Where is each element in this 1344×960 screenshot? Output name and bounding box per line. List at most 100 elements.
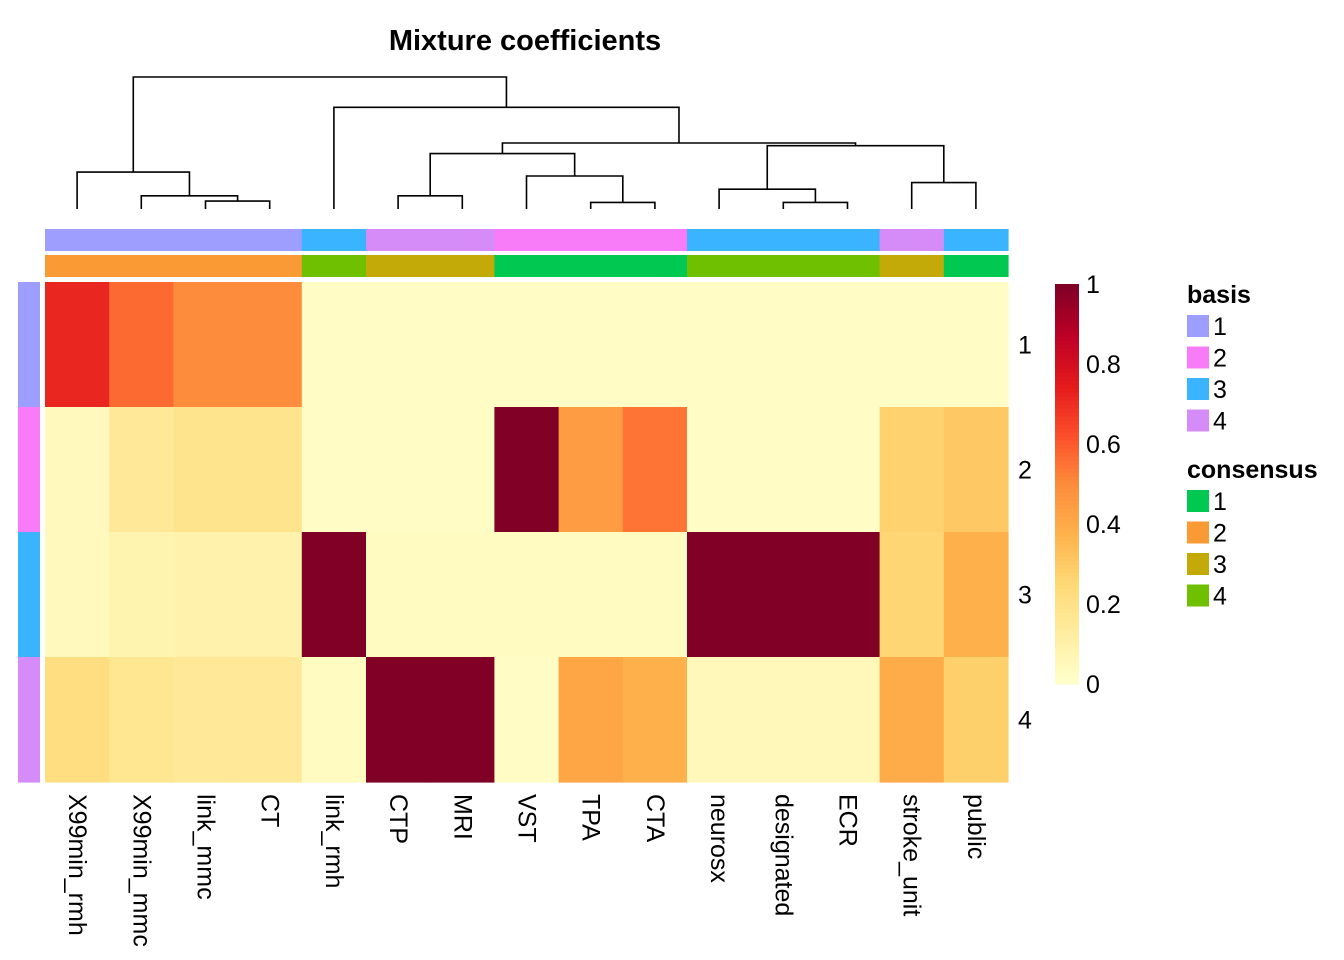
dendrogram-link — [501, 142, 857, 154]
row-label: 2 — [1018, 457, 1032, 485]
color-scale-step — [1055, 628, 1079, 633]
heatmap-cell — [173, 407, 239, 533]
heatmap-cell — [494, 282, 560, 408]
heatmap-cell — [687, 532, 752, 658]
color-scale-step — [1055, 608, 1079, 613]
column-label: CTP — [384, 794, 412, 844]
color-scale-step — [1055, 484, 1079, 489]
heatmap-cell — [173, 282, 239, 408]
row-annotation-basis — [18, 532, 40, 658]
heatmap-cell — [558, 282, 624, 408]
color-scale-step — [1055, 536, 1079, 541]
column-annotation-consensus — [173, 255, 239, 277]
column-annotation-consensus — [815, 255, 881, 277]
heatmap-cell — [558, 407, 624, 533]
heatmap-cell — [687, 407, 752, 533]
column-label: X99min_mmc — [127, 794, 155, 947]
column-annotation-consensus — [45, 255, 110, 277]
dendrogram-link — [525, 175, 624, 209]
column-dendrogram — [76, 76, 977, 209]
heatmap-cell — [301, 407, 367, 533]
column-label: stroke_unit — [898, 794, 926, 916]
legend-item-label: 2 — [1213, 345, 1227, 373]
column-label: CTA — [641, 794, 669, 842]
heatmap-cell — [622, 532, 688, 658]
color-scale-step — [1055, 504, 1079, 509]
color-scale-step — [1055, 384, 1079, 389]
color-scale-step — [1055, 348, 1079, 353]
column-annotation-consensus — [687, 255, 752, 277]
legend-swatch — [1187, 378, 1209, 400]
color-scale-step — [1055, 412, 1079, 417]
color-scale-step — [1055, 584, 1079, 589]
color-scale-step — [1055, 456, 1079, 461]
heatmap-cell — [558, 532, 624, 658]
column-annotation-consensus — [109, 255, 174, 277]
color-scale-step — [1055, 316, 1079, 321]
color-scale-step — [1055, 356, 1079, 361]
color-scale-step — [1055, 436, 1079, 441]
color-scale-step — [1055, 660, 1079, 665]
heatmap-cell — [45, 407, 110, 533]
legend-item-label: 2 — [1213, 520, 1227, 548]
color-scale-step — [1055, 392, 1079, 397]
color-scale-step — [1055, 612, 1079, 617]
annotation-legends: basis 1 2 3 4 consensus 1 2 3 4 — [1187, 281, 1318, 611]
color-scale-step — [1055, 556, 1079, 561]
color-scale-step — [1055, 588, 1079, 593]
column-labels: X99min_rmh X99min_mmc link_mmc CT link_rmh CT… — [63, 794, 990, 947]
legend-swatch — [1187, 553, 1209, 575]
color-scale-step — [1055, 480, 1079, 485]
color-scale-step — [1055, 428, 1079, 433]
color-scale-tick: 0 — [1086, 671, 1100, 699]
color-scale-step — [1055, 328, 1079, 333]
column-label: ECR — [834, 794, 862, 847]
heatmap-cell — [751, 657, 816, 783]
color-scale-tick: 0.4 — [1086, 511, 1121, 539]
color-scale-step — [1055, 500, 1079, 505]
legend-item-label: 1 — [1213, 313, 1227, 341]
column-annotation-basis — [879, 229, 945, 251]
color-scale-step — [1055, 620, 1079, 625]
column-label: X99min_rmh — [63, 794, 91, 936]
color-scale-step — [1055, 336, 1079, 341]
row-labels: 1 2 3 4 — [1018, 332, 1032, 735]
color-scale-step — [1055, 452, 1079, 457]
column-annotation-consensus — [879, 255, 945, 277]
column-label: MRI — [448, 794, 476, 840]
dendrogram-link — [910, 181, 977, 209]
row-annotation-basis — [18, 407, 40, 533]
color-scale-tick: 0.8 — [1086, 351, 1121, 379]
color-scale-step — [1055, 576, 1079, 581]
color-scale-step — [1055, 560, 1079, 565]
heatmap-cell — [430, 282, 495, 408]
color-scale-step — [1055, 360, 1079, 365]
heatmap-cell — [430, 407, 495, 533]
color-scale-step — [1055, 396, 1079, 401]
color-scale-step — [1055, 424, 1079, 429]
column-annotation-consensus — [494, 255, 560, 277]
color-scale-step — [1055, 420, 1079, 425]
color-scale-step — [1055, 340, 1079, 345]
row-annotation-track — [18, 282, 40, 783]
color-scale-step — [1055, 496, 1079, 501]
column-annotation-basis — [494, 229, 560, 251]
heatmap-cell — [943, 282, 1009, 408]
color-scale-step — [1055, 476, 1079, 481]
legend-item-label: 4 — [1213, 583, 1227, 611]
heatmap-cell — [366, 657, 431, 783]
color-scale-step — [1055, 548, 1079, 553]
color-scale-step — [1055, 532, 1079, 537]
color-scale-step — [1055, 376, 1079, 381]
legend-title: basis — [1187, 281, 1251, 309]
column-annotation-tracks — [45, 229, 1009, 277]
color-scale-step — [1055, 520, 1079, 525]
dendrogram-link — [718, 188, 817, 209]
color-scale-step — [1055, 672, 1079, 677]
dendrogram-link — [204, 200, 271, 209]
color-scale-step — [1055, 304, 1079, 309]
heatmap-cell — [943, 532, 1009, 658]
color-scale-step — [1055, 640, 1079, 645]
color-scale-step — [1055, 364, 1079, 369]
column-annotation-basis — [943, 229, 1009, 251]
